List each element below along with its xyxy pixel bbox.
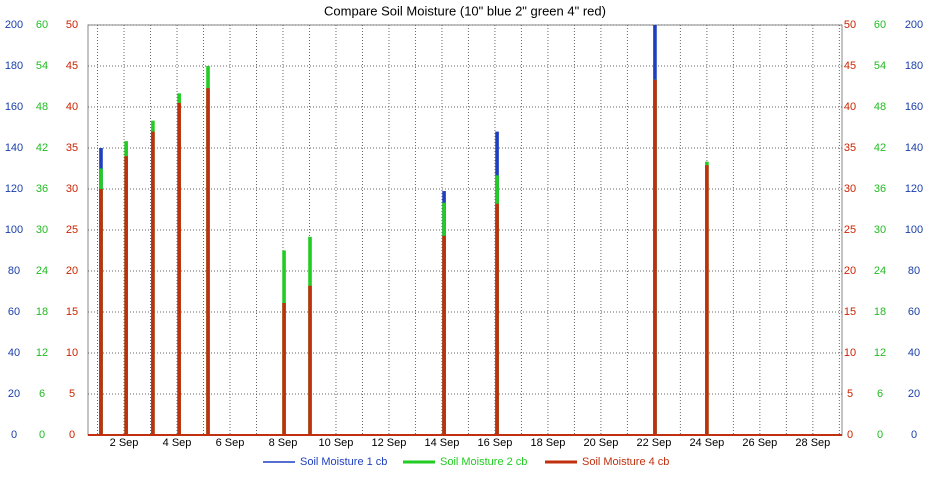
y-tick-label: 20 xyxy=(908,388,920,400)
y-tick-label: 30 xyxy=(844,183,856,195)
y-tick-label: 40 xyxy=(8,347,20,359)
y-tick-label: 160 xyxy=(905,101,923,113)
y-tick-label: 40 xyxy=(66,101,78,113)
y-tick-label: 140 xyxy=(5,142,23,154)
spike xyxy=(177,102,181,436)
y-tick-label: 10 xyxy=(66,347,78,359)
y-tick-label: 18 xyxy=(36,306,48,318)
y-tick-label: 25 xyxy=(66,224,78,236)
y-tick-label: 30 xyxy=(66,183,78,195)
y-tick-label: 45 xyxy=(66,60,78,72)
x-tick-label: 24 Sep xyxy=(689,437,724,449)
y-tick-label: 24 xyxy=(874,265,886,277)
spike xyxy=(151,131,155,435)
y-tick-label: 40 xyxy=(844,101,856,113)
y-tick-label: 42 xyxy=(36,142,48,154)
y-tick-label: 100 xyxy=(5,224,23,236)
spike xyxy=(124,156,128,435)
y-tick-label: 80 xyxy=(908,265,920,277)
x-tick-label: 22 Sep xyxy=(636,437,671,449)
y-tick-label: 180 xyxy=(5,60,23,72)
y-tick-label: 140 xyxy=(905,142,923,154)
y-tick-label: 0 xyxy=(69,429,75,441)
x-tick-label: 8 Sep xyxy=(269,437,298,449)
x-tick-label: 6 Sep xyxy=(216,437,245,449)
chart-title: Compare Soil Moisture (10" blue 2" green… xyxy=(324,3,606,18)
y-tick-label: 20 xyxy=(66,265,78,277)
y-tick-label: 60 xyxy=(8,306,20,318)
y-tick-label: 30 xyxy=(36,224,48,236)
spike xyxy=(99,189,103,435)
legend-label: Soil Moisture 2 cb xyxy=(440,456,527,468)
x-tick-label: 28 Sep xyxy=(795,437,830,449)
y-tick-label: 50 xyxy=(844,19,856,31)
y-tick-label: 35 xyxy=(66,142,78,154)
x-tick-label: 26 Sep xyxy=(742,437,777,449)
plot-frame xyxy=(87,24,843,436)
y-tick-label: 0 xyxy=(847,429,853,441)
spike xyxy=(495,203,499,435)
x-tick-label: 20 Sep xyxy=(583,437,618,449)
y-tick-label: 160 xyxy=(5,101,23,113)
y-tick-label: 25 xyxy=(844,224,856,236)
y-tick-label: 20 xyxy=(8,388,20,400)
y-tick-label: 20 xyxy=(844,265,856,277)
y-tick-label: 10 xyxy=(844,347,856,359)
spike xyxy=(705,165,709,435)
x-tick-label: 14 Sep xyxy=(425,437,460,449)
y-tick-label: 24 xyxy=(36,265,48,277)
y-tick-label: 18 xyxy=(874,306,886,318)
legend-label: Soil Moisture 1 cb xyxy=(300,456,387,468)
y-tick-label: 200 xyxy=(5,19,23,31)
y-tick-label: 6 xyxy=(39,388,45,400)
y-tick-label: 15 xyxy=(844,306,856,318)
y-tick-label: 45 xyxy=(844,60,856,72)
y-tick-label: 48 xyxy=(874,101,886,113)
legend-label: Soil Moisture 4 cb xyxy=(582,456,669,468)
x-tick-label: 10 Sep xyxy=(319,437,354,449)
y-tick-label: 35 xyxy=(844,142,856,154)
x-tick-label: 12 Sep xyxy=(372,437,407,449)
y-tick-label: 40 xyxy=(908,347,920,359)
y-tick-label: 50 xyxy=(66,19,78,31)
y-tick-label: 100 xyxy=(905,224,923,236)
y-tick-label: 15 xyxy=(66,306,78,318)
y-tick-label: 60 xyxy=(908,306,920,318)
y-tick-label: 0 xyxy=(911,429,917,441)
y-tick-label: 30 xyxy=(874,224,886,236)
y-tick-label: 180 xyxy=(905,60,923,72)
y-tick-label: 0 xyxy=(39,429,45,441)
x-tick-label: 18 Sep xyxy=(530,437,565,449)
y-tick-label: 60 xyxy=(36,19,48,31)
y-tick-label: 36 xyxy=(874,183,886,195)
y-tick-label: 12 xyxy=(874,347,886,359)
x-tick-label: 4 Sep xyxy=(163,437,192,449)
y-tick-label: 0 xyxy=(11,429,17,441)
spike xyxy=(308,285,312,435)
spike xyxy=(653,79,657,435)
y-tick-label: 48 xyxy=(36,101,48,113)
spike xyxy=(206,88,210,435)
spike xyxy=(442,235,446,435)
y-tick-label: 120 xyxy=(5,183,23,195)
y-tick-label: 6 xyxy=(877,388,883,400)
spike xyxy=(282,302,286,435)
y-tick-label: 54 xyxy=(36,60,48,72)
y-tick-label: 120 xyxy=(905,183,923,195)
y-tick-label: 54 xyxy=(874,60,886,72)
y-tick-label: 80 xyxy=(8,265,20,277)
y-tick-label: 5 xyxy=(847,388,853,400)
y-tick-label: 36 xyxy=(36,183,48,195)
y-tick-label: 60 xyxy=(874,19,886,31)
y-tick-label: 42 xyxy=(874,142,886,154)
x-tick-label: 16 Sep xyxy=(477,437,512,449)
y-tick-label: 200 xyxy=(905,19,923,31)
x-tick-label: 2 Sep xyxy=(110,437,139,449)
y-tick-label: 12 xyxy=(36,347,48,359)
y-tick-label: 0 xyxy=(877,429,883,441)
y-tick-label: 5 xyxy=(69,388,75,400)
